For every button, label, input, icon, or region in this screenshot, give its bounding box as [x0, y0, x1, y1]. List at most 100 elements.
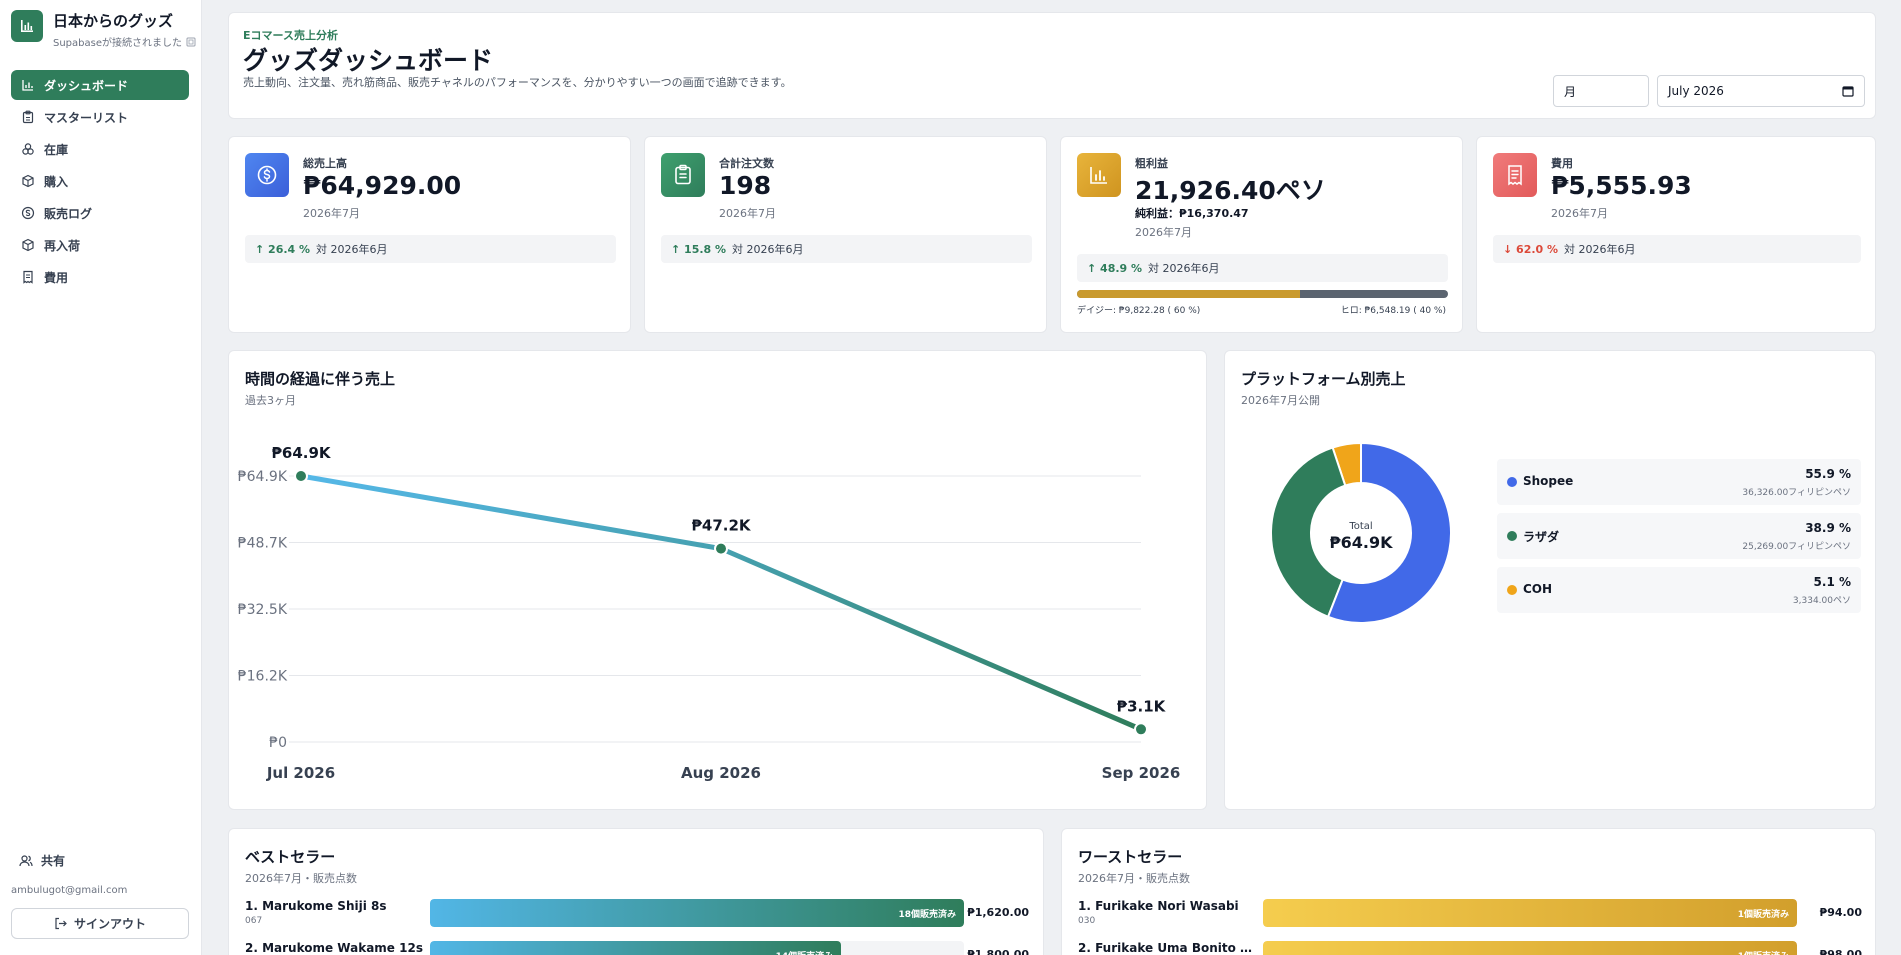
chart-icon — [22, 80, 33, 91]
seller-bar-track: 1個販売済み — [1263, 899, 1797, 927]
y-tick-label: ₱32.5K — [238, 602, 288, 618]
kpi-sales-card: 総売上高 ₱64,929.00 2026年7月 ↑ 26.4 % 対 2026年… — [228, 136, 631, 333]
seller-bar-track: 18個販売済み — [430, 899, 964, 927]
kpi-orders-period: 2026年7月 — [719, 207, 776, 220]
kpi-expenses-value: ₱5,555.93 — [1551, 171, 1692, 200]
sidebar-item-5[interactable]: 再入荷 — [11, 230, 189, 260]
seller-row: 1. Marukome Shiji 8s 067 18個販売済み ₱1,620.00 — [245, 899, 1029, 933]
kpi-orders-card: 合計注文数 198 2026年7月 ↑ 15.8 % 対 2026年6月 — [644, 136, 1047, 333]
sales-over-time-card: 時間の経過に伴う売上 過去3ヶ月 ₱0 ₱16.2K ₱32.5K ₱48.7K ₱64… — [228, 350, 1207, 810]
clipboard-icon — [22, 110, 34, 124]
sidebar-item-2[interactable]: 在庫 — [11, 134, 189, 164]
kpi-expenses-period: 2026年7月 — [1551, 207, 1608, 220]
platform-donut-chart: Total ₱64.9K — [1270, 441, 1452, 624]
sidebar-item-label: 再入荷 — [44, 238, 81, 253]
platform-amount: 36,326.00フィリピンペソ — [1742, 488, 1851, 498]
month-picker[interactable]: July 2026 — [1657, 75, 1865, 107]
platform-name: COH — [1523, 582, 1553, 596]
y-tick-label: ₱48.7K — [238, 536, 288, 552]
legend-dot — [1507, 585, 1517, 595]
connection-status: Supabaseが接続されました — [53, 38, 182, 49]
profit-split-daisy: デイジー: ₱9,822.28 ( 60 %) — [1077, 306, 1201, 316]
seller-bar-label: 18個販売済み — [898, 909, 956, 920]
legend-dot — [1507, 531, 1517, 541]
kpi-sales-period: 2026年7月 — [303, 207, 360, 220]
seller-bar-track: 1個販売済み — [1263, 941, 1797, 955]
arrow-up-icon: ↑ — [671, 242, 685, 256]
kpi-sales-value: ₱64,929.00 — [303, 171, 462, 200]
sales-chart-title: 時間の経過に伴う売上 — [245, 370, 396, 388]
brand: 日本からのグッズ Supabaseが接続されました — [11, 10, 196, 49]
sales-series-line — [300, 473, 1142, 732]
signout-button[interactable]: サインアウト — [11, 908, 189, 939]
platform-pct: 38.9 % — [1805, 521, 1851, 535]
platform-sales-card: プラットフォーム別売上 2026年7月公開 Total ₱64.9K Shope… — [1224, 350, 1876, 810]
kpi-profit-compare: 対 2026年6月 — [1148, 262, 1220, 275]
x-tick-label: Jul 2026 — [266, 764, 335, 782]
sidebar-item-3[interactable]: 購入 — [11, 166, 189, 196]
page-title: グッズダッシュボード — [243, 46, 494, 75]
kpi-expenses-compare: 対 2026年6月 — [1564, 243, 1636, 256]
donut-slice-1[interactable] — [1270, 446, 1347, 619]
x-tick-label: Aug 2026 — [681, 764, 761, 782]
seller-name: 2. Marukome Wakame 12s — [245, 941, 423, 955]
sales-data-point[interactable] — [1134, 722, 1148, 737]
donut-center-value: ₱64.9K — [1329, 533, 1393, 552]
seller-row: 1. Furikake Nori Wasabi 030 1個販売済み ₱94.00 — [1078, 899, 1862, 933]
seller-bar-label: 1個販売済み — [1737, 909, 1789, 920]
signout-label: サインアウト — [73, 917, 146, 931]
sidebar-item-label: 在庫 — [44, 142, 69, 157]
page-eyebrow: Eコマース売上分析 — [243, 29, 338, 42]
best-sellers-title: ベストセラー — [245, 848, 336, 866]
profit-split-fill — [1077, 290, 1300, 298]
dollar-icon — [245, 153, 289, 197]
receipt-icon — [1493, 153, 1537, 197]
best-sellers-card: ベストセラー 2026年7月・販売点数 1. Marukome Shiji 8s… — [228, 828, 1044, 955]
platform-name: ラザダ — [1523, 530, 1560, 544]
kpi-expenses-card: 費用 ₱5,555.93 2026年7月 ↓ 62.0 % 対 2026年6月 — [1476, 136, 1876, 333]
kpi-expenses-change-pct: 62.0 % — [1516, 242, 1559, 256]
share-button[interactable]: 共有 — [19, 852, 65, 869]
chart-logo-icon — [11, 10, 43, 42]
y-tick-label: ₱0 — [269, 735, 287, 751]
y-tick-label: ₱16.2K — [238, 669, 288, 685]
profit-split-hiro: ヒロ: ₱6,548.19 ( 40 %) — [1340, 306, 1446, 316]
period-select-value: 月 — [1564, 84, 1577, 99]
receipt-icon — [23, 270, 33, 284]
kpi-profit-change-pct: 48.9 % — [1100, 261, 1143, 275]
worst-sellers-title: ワーストセラー — [1078, 848, 1183, 866]
sidebar-item-0[interactable]: ダッシュボード — [11, 70, 189, 100]
sales-data-label: ₱47.2K — [691, 517, 751, 535]
platform-legend: Shopee 55.9 % 36,326.00フィリピンペソ ラザダ 38.9 % 25,… — [1497, 459, 1861, 621]
sales-line-chart: ₱0 ₱16.2K ₱32.5K ₱48.7K ₱64.9K ₱64.9K Jul 2026… — [238, 444, 1181, 782]
page-description: 売上動向、注文量、売れ筋商品、販売チャネルのパフォーマンスを、分かりやすい一つの… — [243, 76, 792, 89]
sidebar-item-6[interactable]: 費用 — [11, 262, 189, 292]
sales-data-point[interactable] — [294, 469, 308, 483]
platform-chart-title: プラットフォーム別売上 — [1241, 370, 1406, 388]
sidebar-item-label: 費用 — [44, 270, 69, 285]
sidebar-item-label: マスターリスト — [44, 110, 129, 125]
arrow-up-icon: ↑ — [255, 242, 269, 256]
worst-sellers-subtitle: 2026年7月・販売点数 — [1078, 872, 1190, 885]
app-title: 日本からのグッズ — [53, 12, 174, 30]
calendar-icon[interactable] — [1842, 85, 1854, 97]
kpi-profit-value: 21,926.40ペソ — [1135, 176, 1326, 205]
seller-bar-track: 14個販売済み — [430, 941, 964, 955]
kpi-profit-card: 粗利益 21,926.40ペソ 純利益：₱16,370.47 2026年7月 ↑… — [1060, 136, 1463, 333]
kpi-orders-label: 合計注文数 — [719, 157, 774, 170]
kpi-orders-change-pct: 15.8 % — [684, 242, 727, 256]
sidebar-item-1[interactable]: マスターリスト — [11, 102, 189, 132]
x-tick-label: Sep 2026 — [1102, 764, 1181, 782]
sales-data-point[interactable] — [714, 541, 728, 556]
kpi-sales-compare: 対 2026年6月 — [316, 243, 388, 256]
bar-chart-icon — [1077, 153, 1121, 197]
kpi-expenses-change: ↓ 62.0 % 対 2026年6月 — [1493, 235, 1861, 263]
platform-pct: 5.1 % — [1813, 575, 1851, 589]
sidebar-item-4[interactable]: 販売ログ — [11, 198, 189, 228]
kpi-orders-compare: 対 2026年6月 — [732, 243, 804, 256]
platform-legend-item: Shopee 55.9 % 36,326.00フィリピンペソ — [1497, 459, 1861, 505]
period-select[interactable]: 月 — [1553, 75, 1649, 107]
donut-slice-0[interactable] — [1326, 441, 1452, 624]
sales-chart-subtitle: 過去3ヶ月 — [245, 394, 296, 407]
copy-icon[interactable] — [186, 37, 196, 47]
